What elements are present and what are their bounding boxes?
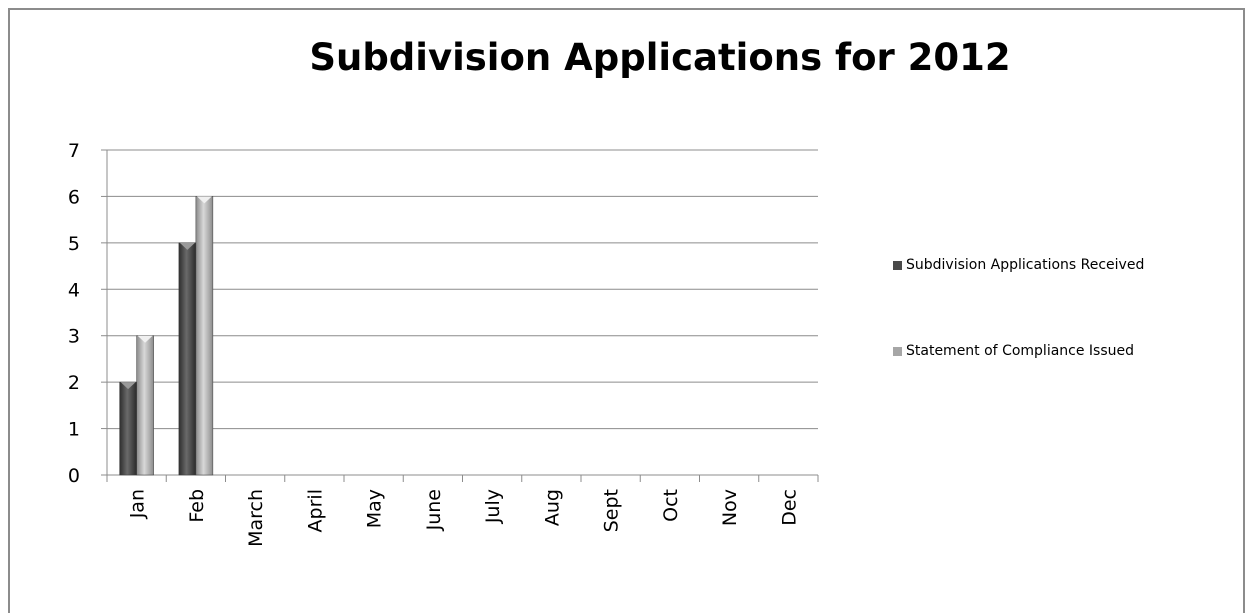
bar-cap <box>179 242 195 250</box>
x-tick-label: Aug <box>541 489 563 526</box>
x-tick-label: April <box>304 489 326 532</box>
bar-compliance <box>136 335 154 476</box>
y-tick-label: 0 <box>68 465 80 487</box>
y-tick-label: 4 <box>68 279 80 301</box>
x-tick-label: Sept <box>601 489 623 532</box>
axes <box>101 149 819 482</box>
bar-cap <box>120 382 136 390</box>
chart-frame <box>8 8 1245 613</box>
y-tick-label: 2 <box>68 372 80 394</box>
bar-received <box>119 381 137 476</box>
x-tick-label: March <box>245 489 267 547</box>
legend-item-received: Subdivision Applications Received <box>893 257 1144 273</box>
bars <box>119 196 214 476</box>
bar-cap <box>137 335 153 343</box>
x-tick-label: Feb <box>186 489 208 523</box>
y-tick-label: 6 <box>68 186 80 208</box>
y-tick-label: 1 <box>68 419 80 441</box>
legend-item-compliance: Statement of Compliance Issued <box>893 343 1134 359</box>
gridlines <box>107 149 818 430</box>
x-tick-label: July <box>482 489 504 524</box>
y-tick-label: 7 <box>68 140 80 162</box>
chart-title: Subdivision Applications for 2012 <box>309 36 1011 79</box>
legend-label-received: Subdivision Applications Received <box>906 257 1145 273</box>
bar-cap <box>196 196 212 204</box>
legend-label-compliance: Statement of Compliance Issued <box>906 343 1135 359</box>
legend-swatch-compliance <box>893 346 902 356</box>
legend-swatch-received <box>893 260 902 270</box>
y-tick-label: 5 <box>68 233 80 255</box>
x-tick-label: May <box>364 489 386 528</box>
x-tick-label: Dec <box>778 489 800 526</box>
x-tick-label: Nov <box>719 489 741 526</box>
y-tick-labels: 0 1 2 3 4 5 6 7 <box>68 140 80 487</box>
x-tick-label: Jan <box>127 489 149 519</box>
x-tick-label: June <box>423 489 445 531</box>
bar-compliance <box>195 196 214 476</box>
x-tick-label: Oct <box>660 489 682 522</box>
bar-received <box>178 242 197 476</box>
y-tick-label: 3 <box>68 326 80 348</box>
x-tick-labels: Jan Feb March April May June July Aug Sept Oct Nov… <box>127 489 801 547</box>
